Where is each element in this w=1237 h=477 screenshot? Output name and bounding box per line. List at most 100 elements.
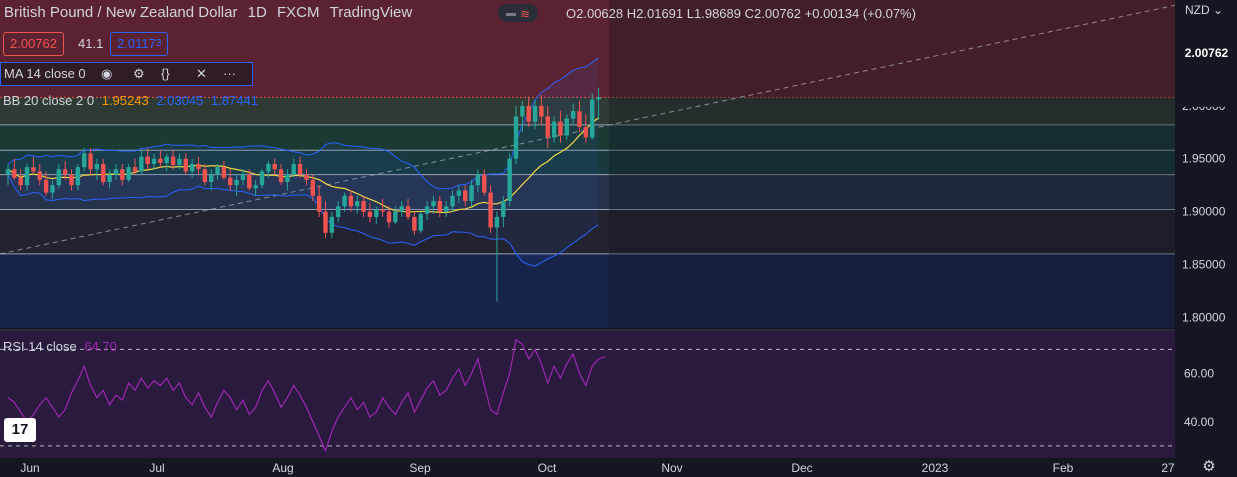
buy-button[interactable]: 2.01173 <box>110 32 169 56</box>
candle-body <box>590 99 595 138</box>
time-tick-label: Nov <box>661 461 682 475</box>
change-value: +0.00134 (+0.07%) <box>804 6 916 21</box>
eye-icon[interactable]: ◉ <box>101 66 113 81</box>
candle-body <box>24 167 30 186</box>
buy-price-small: 3 <box>155 38 162 49</box>
candle-body <box>570 111 576 119</box>
candle-body <box>272 164 277 170</box>
high-label: H <box>626 6 637 21</box>
currency-selector[interactable]: NZD ⌄ <box>1185 3 1223 17</box>
symbol-name: British Pound / New Zealand Dollar <box>4 4 238 21</box>
candle-body <box>94 164 100 170</box>
candle-body <box>463 190 468 202</box>
fib-zone <box>0 253 1175 328</box>
chevron-down-icon: ⌄ <box>1213 3 1224 17</box>
candle-body <box>37 171 42 180</box>
time-axis-bg <box>0 458 1237 477</box>
candle-body <box>164 156 169 163</box>
candle-body <box>177 158 182 166</box>
braces-icon[interactable]: {} <box>161 66 170 81</box>
candle-body <box>69 174 74 186</box>
bb-lower-line <box>7 174 599 267</box>
candle-body <box>329 216 335 233</box>
candle-body <box>564 118 569 136</box>
candle-body <box>494 216 500 228</box>
rsi-background <box>0 330 1175 458</box>
candle-body <box>424 206 430 214</box>
candle-body <box>202 169 208 182</box>
bollinger-bands <box>7 57 599 267</box>
rsi-tick-label: 40.00 <box>1184 415 1214 429</box>
candle-body <box>310 179 315 196</box>
candle-body <box>482 174 487 193</box>
candle-body <box>234 179 239 186</box>
candle-body <box>62 169 68 175</box>
source-label: FXCM <box>276 4 320 21</box>
rsi-pane <box>0 329 1237 458</box>
candle-body <box>151 158 157 164</box>
candle-body <box>374 209 379 217</box>
candle-body <box>221 167 227 178</box>
moving-average-line <box>7 117 599 214</box>
candle-body <box>304 174 309 180</box>
candle-body <box>323 211 328 233</box>
close-icon[interactable]: ✕ <box>196 66 207 81</box>
candle-body <box>31 167 36 172</box>
settings-gear-icon[interactable]: ⚙ <box>1202 458 1216 475</box>
time-tick-label: Sep <box>409 461 431 475</box>
time-tick-label: Oct <box>538 461 557 475</box>
time-tick-label: Aug <box>272 461 293 475</box>
candle-body <box>539 105 544 117</box>
candle-body <box>583 126 589 138</box>
time-tick-label: Jun <box>20 461 39 475</box>
ma-label: MA 14 close 0 <box>4 66 86 81</box>
time-tick-label: Dec <box>791 461 812 475</box>
time-tick-label: Jul <box>149 461 164 475</box>
candle-body <box>361 201 366 212</box>
candle-body <box>507 158 512 202</box>
candle-body <box>551 121 557 138</box>
candle-body <box>50 185 55 193</box>
candle-body <box>240 174 246 180</box>
candle-body <box>56 169 61 186</box>
gear-icon[interactable]: ⚙ <box>133 66 145 81</box>
symbol-title[interactable]: British Pound / New Zealand Dollar 1D FX… <box>4 4 412 21</box>
rsi-indicator-row[interactable]: RSI 14 close 64.70 <box>3 336 117 358</box>
price-tick-label: 1.80000 <box>1182 310 1226 324</box>
visibility-toggle-icon[interactable]: ≋ <box>498 4 538 22</box>
candle-body <box>189 164 195 172</box>
candle-body <box>501 201 506 217</box>
candle-body <box>278 169 284 182</box>
candle-body <box>386 211 392 223</box>
bb-indicator-row[interactable]: BB 20 close 2 0 1.95243 2.03045 1.87441 <box>3 90 258 112</box>
rsi-line <box>7 338 606 453</box>
candle-body <box>126 167 131 180</box>
candle-body <box>450 195 455 207</box>
trend-dashed-line <box>0 4 1176 255</box>
candle-body <box>405 206 411 217</box>
ma-indicator-row[interactable]: MA 14 close 0 ◉ ⚙ {} ✕ ··· <box>0 62 253 86</box>
rsi-tick-label: 60.00 <box>1184 366 1214 380</box>
candle-body <box>577 111 582 127</box>
more-icon[interactable]: ··· <box>223 66 236 81</box>
candle-body <box>380 209 385 212</box>
time-tick-label: 2023 <box>922 461 949 475</box>
candle-body <box>285 174 290 182</box>
high-value: 2.01691 <box>636 6 684 21</box>
price-tick-label: 1.95000 <box>1182 152 1226 166</box>
candle-body <box>393 211 398 223</box>
bb-basis-value: 1.95243 <box>101 93 149 108</box>
candle-body <box>75 167 81 186</box>
candle-body <box>526 105 531 122</box>
sell-button[interactable]: 2.00762 <box>3 32 64 56</box>
tradingview-logo[interactable]: 17 <box>4 418 36 442</box>
rsi-label: RSI 14 close <box>3 339 77 354</box>
candle-body <box>348 195 354 207</box>
candle-body <box>342 195 347 207</box>
candle-body <box>316 195 322 212</box>
time-tick-label: Feb <box>1053 461 1074 475</box>
candles <box>5 87 601 302</box>
currency-label: NZD <box>1185 3 1210 17</box>
